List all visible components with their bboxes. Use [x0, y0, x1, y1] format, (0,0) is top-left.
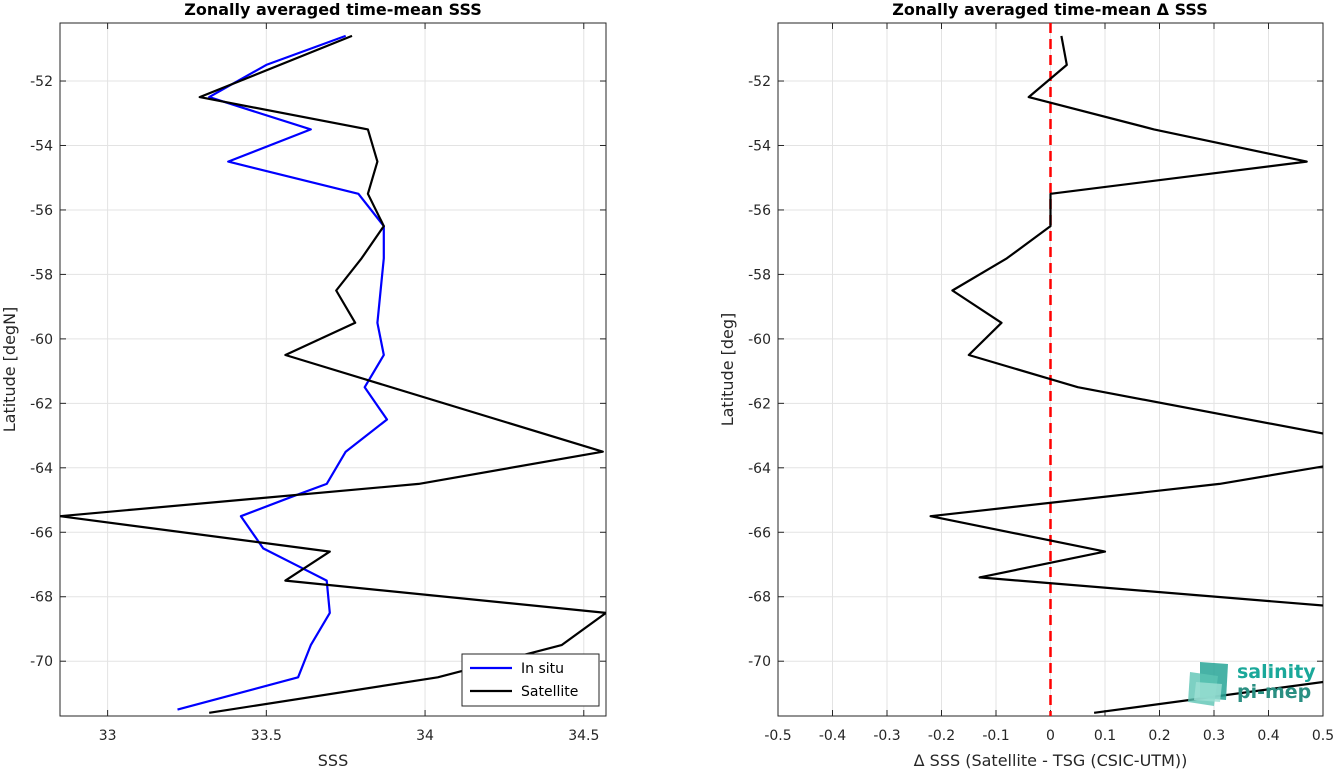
y-tick-label: -54 [30, 138, 53, 154]
series-line-1 [951, 35, 1323, 435]
x-axis-label: Δ SSS (Satellite - TSG (CSIC-UTM)) [914, 751, 1188, 769]
x-tick-label: 0.1 [1094, 728, 1116, 744]
x-tick-label: -0.2 [928, 728, 955, 744]
y-tick-label: -64 [748, 461, 771, 477]
y-tick-label: -58 [748, 267, 771, 283]
y-tick-label: -52 [748, 74, 771, 90]
x-tick-label: 33 [99, 728, 117, 744]
x-tick-label: 0.5 [1312, 728, 1334, 744]
y-tick-label: -60 [30, 332, 53, 348]
y-tick-label: -62 [30, 396, 53, 412]
chart-title: Zonally averaged time-mean SSS [184, 0, 482, 19]
y-axis-label: Latitude [degN] [0, 307, 19, 433]
x-tick-label: -0.5 [764, 728, 791, 744]
y-tick-label: -70 [748, 654, 771, 670]
x-tick-label: -0.1 [982, 728, 1009, 744]
logo-text-line2: pi-mep [1237, 681, 1311, 703]
left-chart: 33 33.5 34 34.5 -52 -54 -56 -58 -60 -62 -64 -66 -68 -… [0, 0, 607, 769]
chart-title: Zonally averaged time-mean Δ SSS [892, 0, 1208, 19]
x-tick-label: 0.2 [1148, 728, 1170, 744]
y-tick-label: -58 [30, 267, 53, 283]
logo-text-line1: salinity [1237, 661, 1316, 683]
logo-emblem-icon [1188, 662, 1228, 706]
axes-frame [59, 22, 607, 717]
x-tick-label: 0.4 [1257, 728, 1279, 744]
y-tick-label: -60 [748, 332, 771, 348]
right-chart: -0.5 -0.4 -0.3 -0.2 -0.1 0 0.1 0.2 0.3 0.4 0.5 -52 -… [718, 0, 1334, 769]
y-tick-label: -56 [748, 203, 771, 219]
x-tick-label: 34.5 [568, 728, 599, 744]
y-axis-label: Latitude [deg] [718, 313, 737, 427]
y-tick-label: -52 [30, 74, 53, 90]
y-tick-label: -68 [748, 590, 771, 606]
y-tick-label: -70 [30, 654, 53, 670]
y-tick-label: -68 [30, 590, 53, 606]
y-tick-label: -62 [748, 396, 771, 412]
y-tick-label: -66 [748, 525, 771, 541]
legend-box [461, 653, 600, 707]
y-tick-label: -54 [748, 138, 771, 154]
legend: In situ Satellite [461, 653, 600, 707]
y-tick-label: -56 [30, 203, 53, 219]
y-tick-label: -66 [30, 525, 53, 541]
salinity-pimep-logo: salinity pi-mep [1188, 661, 1316, 706]
x-tick-label: 0 [1046, 728, 1055, 744]
legend-label: In situ [521, 661, 564, 677]
x-tick-label: 34 [416, 728, 434, 744]
y-tick-label: -64 [30, 461, 53, 477]
legend-label: Satellite [521, 684, 578, 700]
x-tick-label: -0.4 [819, 728, 846, 744]
series-line-satellite [60, 34, 606, 714]
x-tick-label: 33.5 [251, 728, 282, 744]
x-tick-label: -0.3 [873, 728, 900, 744]
series-line-2 [929, 465, 1323, 607]
series-line-in-situ [177, 34, 389, 711]
x-tick-label: 0.3 [1203, 728, 1225, 744]
x-axis-label: SSS [318, 751, 348, 769]
